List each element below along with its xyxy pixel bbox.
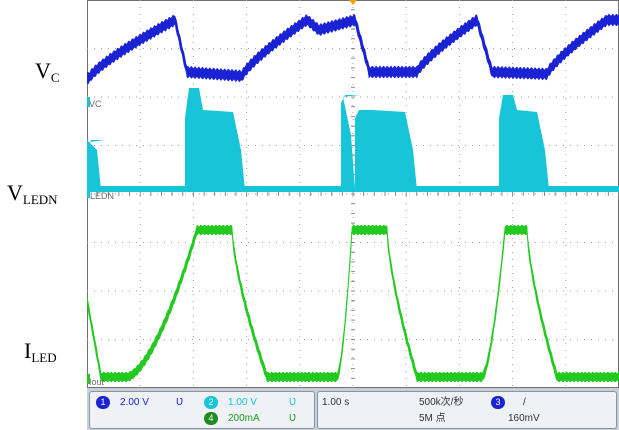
vc-label-sub: C [50,70,60,85]
ch2-vledn-burst [355,110,417,190]
status-bar: 1 2.00 V Ʋ 2 1.00 V Ʋ 4 200mA Ʋ 1.00 s 5… [87,388,619,430]
ch1-vc-trace [87,13,619,85]
ch4-scale[interactable]: 200mA [228,413,260,424]
iled-label-sub: LED [31,350,57,365]
ch1-coupling-icon: Ʋ [176,397,184,408]
ch2-level-marker [87,188,90,198]
trigger-source-badge[interactable]: 3 [491,396,505,409]
ch2-vledn-burst [499,95,549,190]
ch2-vledn-burst [185,88,245,190]
trigger-level-value[interactable]: 160mV [508,413,540,424]
iout-trace-tag: Iout [89,377,105,387]
timebase-value[interactable]: 1.00 s [322,397,350,408]
channel-settings-panel[interactable]: 1 2.00 V Ʋ 2 1.00 V Ʋ 4 200mA Ʋ [89,391,315,429]
acquisition-panel[interactable]: 1.00 s 500k次/秒 5M 点 3 / 160mV [317,391,617,429]
iled-label-base: I [24,338,32,363]
vledn-label-sub: LEDN [22,192,58,207]
vledn-label: VLEDN [7,180,58,207]
ch4-coupling-icon: Ʋ [289,413,297,424]
waveform-canvas [87,0,619,388]
record-length-value: 5M 点 [419,413,446,424]
ch2-badge[interactable]: 2 [204,396,218,409]
vledn-label-base: V [7,180,23,205]
ch2-scale[interactable]: 1.00 V [228,397,257,408]
ch2-vledn-burst [87,140,101,190]
ch1-badge[interactable]: 1 [96,396,110,409]
trigger-position-marker [349,0,357,5]
ch4-badge[interactable]: 4 [204,412,218,425]
ch2-ground-marker [87,97,90,107]
ch2-vledn-burst [341,95,359,190]
oscilloscope-display[interactable]: VC LEDN Iout [87,0,619,388]
sample-rate-value: 500k次/秒 [419,397,464,408]
iled-label: ILED [24,338,57,365]
vc-label: VC [35,58,60,85]
vc-label-base: V [35,58,51,83]
ch4-iled-trace [87,224,619,383]
trigger-slope-icon[interactable]: / [523,397,526,408]
ledn-trace-tag: LEDN [90,191,115,201]
ch1-scale[interactable]: 2.00 V [120,397,149,408]
ch4-ground-marker [87,374,90,384]
ch2-coupling-icon: Ʋ [289,397,297,408]
waveform-traces [87,13,619,383]
vc-trace-tag: VC [89,99,102,109]
